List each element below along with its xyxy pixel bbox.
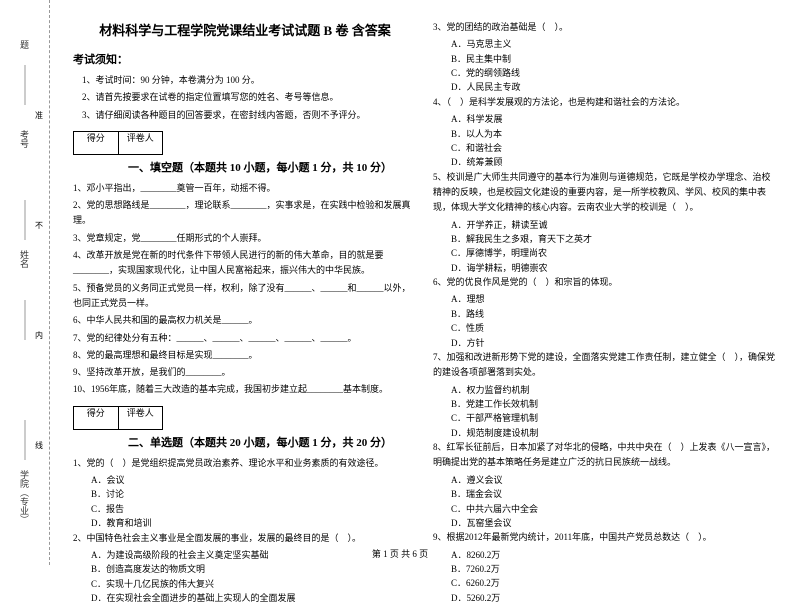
option: C．6260.2万 xyxy=(433,576,777,590)
exam-title: 材料科学与工程学院党课结业考试试题 B 卷 含答案 xyxy=(73,20,417,39)
part1-title: 一、填空题（本题共 10 小题，每小题 1 分，共 10 分） xyxy=(73,159,417,175)
option: C．和谐社会 xyxy=(433,141,777,155)
instruction-line: 1、考试时间：90 分钟，本卷满分为 100 分。 xyxy=(73,73,417,88)
q-line: 1、党的（ ）是党组织提高党员政治素养、理论水平和业务素质的有效途径。 xyxy=(73,456,417,471)
option: D．诲学耕耘，明德崇农 xyxy=(433,261,777,275)
option: A．开学养正，耕读至诚 xyxy=(433,218,777,232)
binding-margin: 题 准 考号 不 姓名 内 线 学院（专业） xyxy=(0,0,50,565)
q-line: 9、坚持改革开放，是我们的________。 xyxy=(73,365,417,380)
instruction-line: 2、请首先按要求在试卷的指定位置填写您的姓名、考号等信息。 xyxy=(73,90,417,105)
grader-col: 评卷人 xyxy=(119,132,163,154)
score-box: 得分 评卷人 xyxy=(73,406,163,430)
option: B．瑞金会议 xyxy=(433,487,777,501)
option: D．方针 xyxy=(433,336,777,350)
instruction-line: 3、请仔细阅读各种题目的回答要求，在密封线内答题，否则不予评分。 xyxy=(73,108,417,123)
option: B．讨论 xyxy=(73,487,417,501)
q-line: 6、党的优良作风是党的（ ）和宗旨的体现。 xyxy=(433,275,777,290)
margin-marker: 线 xyxy=(35,440,43,451)
option: C．厚德博学，明理尚农 xyxy=(433,246,777,260)
q-line: 1、邓小平指出，________奠管一百年，动摇不得。 xyxy=(73,181,417,196)
right-column: 3、党的团结的政治基础是（ ）。 A．马克思主义 B．民主集中制 C．党的纲领路… xyxy=(425,20,785,555)
part2-title: 二、单选题（本题共 20 小题，每小题 1 分，共 20 分） xyxy=(73,434,417,450)
margin-line xyxy=(24,65,25,105)
option: D．规范制度建设机制 xyxy=(433,426,777,440)
margin-marker: 内 xyxy=(35,330,43,341)
q-line: 3、党章规定，党________任期形式的个人崇拜。 xyxy=(73,231,417,246)
q-line: 9、根据2012年最新党内统计，2011年底，中国共产党员总数达（ ）。 xyxy=(433,530,777,545)
option: A．理想 xyxy=(433,292,777,306)
score-col: 得分 xyxy=(74,132,119,154)
q-line: 4、（ ）是科学发展观的方法论，也是构建和谐社会的方法论。 xyxy=(433,95,777,110)
option: D．人民民主专政 xyxy=(433,80,777,94)
option: D．在实现社会全面进步的基础上实现人的全面发展 xyxy=(73,591,417,605)
option: B．以人为本 xyxy=(433,127,777,141)
q-line: 5、预备党员的义务同正式党员一样，权利，除了没有______、______和__… xyxy=(73,281,417,312)
option: B．解我民生之多艰，育天下之英才 xyxy=(433,232,777,246)
score-col: 得分 xyxy=(74,407,119,429)
grader-col: 评卷人 xyxy=(119,407,163,429)
margin-marker: 准 xyxy=(35,110,43,121)
option: C．性质 xyxy=(433,321,777,335)
option: A．8260.2万 xyxy=(433,548,777,562)
option: A．会议 xyxy=(73,473,417,487)
q-line: 2、中国特色社会主义事业是全面发展的事业，发展的最终目的是（ ）。 xyxy=(73,531,417,546)
margin-line xyxy=(24,300,25,340)
option: D．统筹兼顾 xyxy=(433,155,777,169)
q-line: 3、党的团结的政治基础是（ ）。 xyxy=(433,20,777,35)
left-column: 材料科学与工程学院党课结业考试试题 B 卷 含答案 考试须知： 1、考试时间：9… xyxy=(65,20,425,555)
option: C．实现十几亿民族的伟大复兴 xyxy=(73,577,417,591)
margin-line xyxy=(24,200,25,240)
option: C．报告 xyxy=(73,502,417,516)
q-line: 2、党的思想路线是________，理论联系________，实事求是，在实践中… xyxy=(73,198,417,229)
margin-label: 姓名 xyxy=(18,250,31,268)
option: D．5260.2万 xyxy=(433,591,777,605)
q-line: 8、红军长征前后，日本加紧了对华北的侵略，中共中央在（ ）上发表《八一宣言》，明… xyxy=(433,440,777,471)
option: A．权力监督约机制 xyxy=(433,383,777,397)
option: A．科学发展 xyxy=(433,112,777,126)
content-area: 材料科学与工程学院党课结业考试试题 B 卷 含答案 考试须知： 1、考试时间：9… xyxy=(50,0,800,565)
option: A．马克思主义 xyxy=(433,37,777,51)
q-line: 8、党的最高理想和最终目标是实现________。 xyxy=(73,348,417,363)
option: D．教育和培训 xyxy=(73,516,417,530)
q-line: 4、改革开放是党在新的时代条件下带领人民进行的新的伟大革命，目的就是要_____… xyxy=(73,248,417,279)
option: B．党建工作长效机制 xyxy=(433,397,777,411)
option: C．干部严格管理机制 xyxy=(433,411,777,425)
q-line: 6、中华人民共和国的最高权力机关是______。 xyxy=(73,313,417,328)
option: C．中共六届六中全会 xyxy=(433,502,777,516)
option: B．路线 xyxy=(433,307,777,321)
q-line: 5、校训是广大师生共同遵守的基本行为准则与道德规范，它既是学校办学理念、治校精神… xyxy=(433,170,777,216)
instructions-heading: 考试须知： xyxy=(73,51,417,67)
option: B．民主集中制 xyxy=(433,52,777,66)
option: D．瓦窑堡会议 xyxy=(433,516,777,530)
option: C．党的纲领路线 xyxy=(433,66,777,80)
page-footer: 第 1 页 共 6 页 xyxy=(372,547,428,560)
margin-marker: 不 xyxy=(35,220,43,231)
margin-line xyxy=(24,420,25,460)
q-line: 10、1956年底，随着三大改造的基本完成，我国初步建立起________基本制… xyxy=(73,382,417,397)
score-box: 得分 评卷人 xyxy=(73,131,163,155)
option: A．为建设高级阶段的社会主义奠定坚实基础 xyxy=(73,548,417,562)
margin-label: 考号 xyxy=(18,130,31,148)
margin-label: 题 xyxy=(18,40,31,49)
margin-label: 学院（专业） xyxy=(18,470,31,524)
option: B．7260.2万 xyxy=(433,562,777,576)
option: A．遵义会议 xyxy=(433,473,777,487)
option: B．创造高度发达的物质文明 xyxy=(73,562,417,576)
q-line: 7、党的纪律处分有五种：______、______、______、______、… xyxy=(73,331,417,346)
q-line: 7、加强和改进新形势下党的建设，全面落实党建工作责任制，建立健全（ ），确保党的… xyxy=(433,350,777,381)
